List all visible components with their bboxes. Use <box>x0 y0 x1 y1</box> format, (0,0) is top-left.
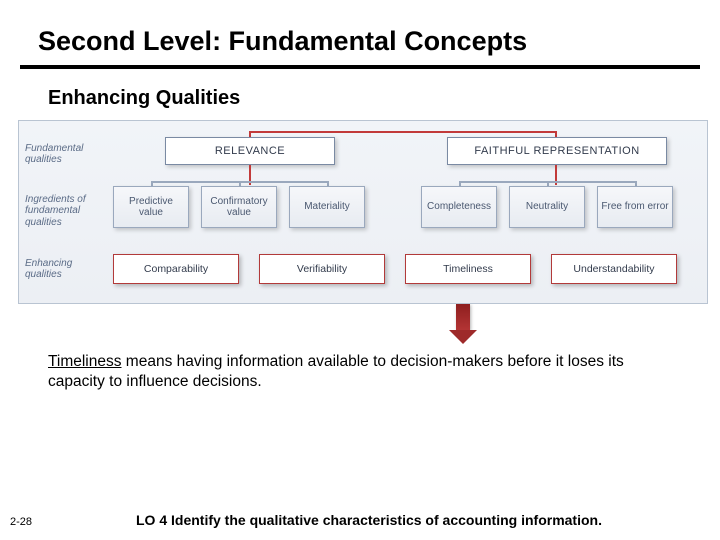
slide-title: Second Level: Fundamental Concepts <box>30 20 690 65</box>
box-faithful-representation: FAITHFUL REPRESENTATION <box>447 137 667 165</box>
row-enhancing: Enhancing qualities Comparability Verifi… <box>23 243 701 295</box>
connector <box>249 131 557 133</box>
box-comparability: Comparability <box>113 254 239 284</box>
row-ingredients: Ingredients of fundamental qualities Pre… <box>23 179 701 243</box>
box-confirmatory-value: Confirmatory value <box>201 186 277 228</box>
row-label-enhancing: Enhancing qualities <box>23 258 109 281</box>
box-verifiability: Verifiability <box>259 254 385 284</box>
callout-arrow <box>448 304 478 344</box>
definition-term: Timeliness <box>48 353 122 370</box>
box-predictive-value: Predictive value <box>113 186 189 228</box>
lo-prefix: LO 4 <box>136 512 171 528</box>
box-materiality: Materiality <box>289 186 365 228</box>
box-timeliness: Timeliness <box>405 254 531 284</box>
arrow-head-icon <box>449 330 477 344</box>
learning-objective: LO 4 Identify the qualitative characteri… <box>48 512 720 528</box>
slide-subtitle: Enhancing Qualities <box>48 87 690 110</box>
definition-rest: means having information available to de… <box>48 353 624 390</box>
slide-footer: 2-28 LO 4 Identify the qualitative chara… <box>0 512 720 528</box>
box-relevance: RELEVANCE <box>165 137 335 165</box>
page-number: 2-28 <box>0 516 48 528</box>
box-free-from-error: Free from error <box>597 186 673 228</box>
box-understandability: Understandability <box>551 254 677 284</box>
definition-text: Timeliness means having information avai… <box>48 352 682 393</box>
title-rule <box>20 65 700 69</box>
arrow-shaft <box>456 304 470 330</box>
box-completeness: Completeness <box>421 186 497 228</box>
hierarchy-diagram: Fundamental qualities RELEVANCE FAITHFUL… <box>18 120 708 304</box>
box-neutrality: Neutrality <box>509 186 585 228</box>
row-fundamental: Fundamental qualities RELEVANCE FAITHFUL… <box>23 129 701 179</box>
connector <box>555 175 557 181</box>
row-label-fundamental: Fundamental qualities <box>23 143 109 166</box>
row-label-ingredients: Ingredients of fundamental qualities <box>23 194 109 229</box>
connector <box>249 175 251 181</box>
lo-text: Identify the qualitative characteristics… <box>171 512 602 528</box>
